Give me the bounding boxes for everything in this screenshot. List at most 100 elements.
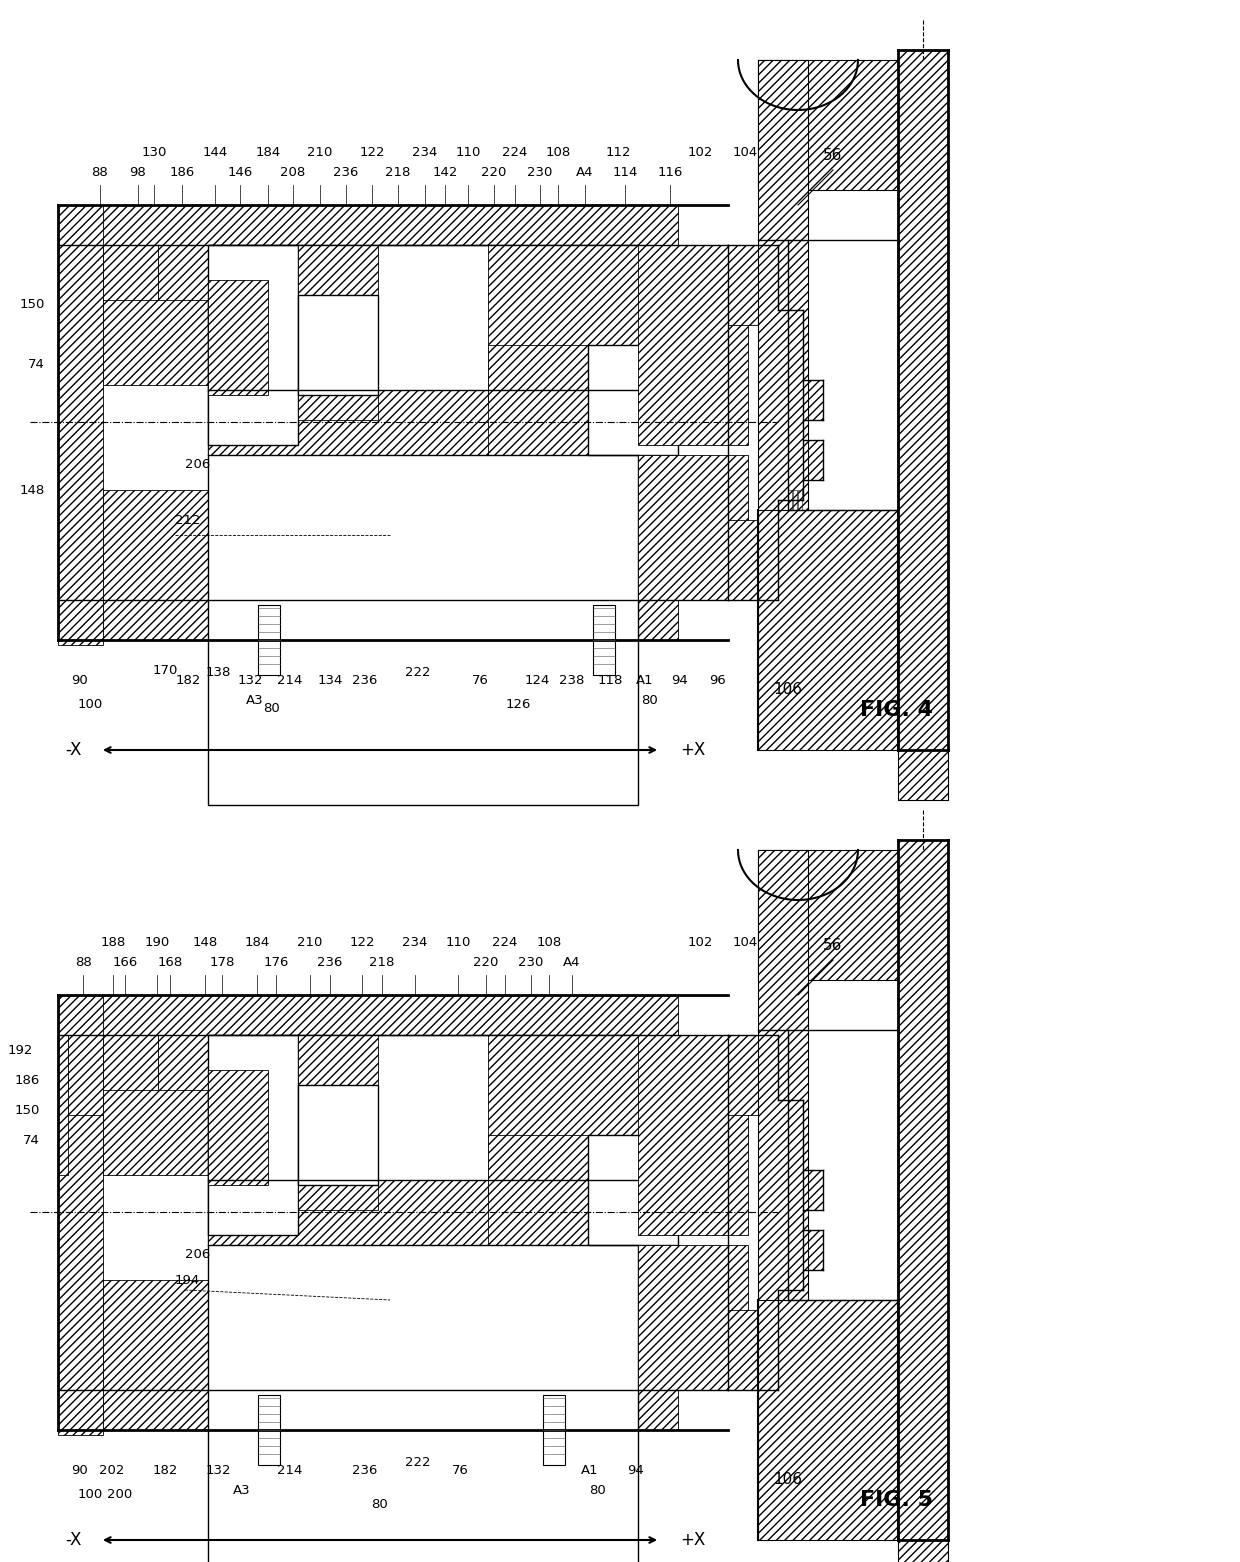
Bar <box>593 604 615 675</box>
Text: 210: 210 <box>298 937 322 950</box>
Bar <box>898 50 949 800</box>
Bar <box>103 1036 208 1175</box>
Text: 80: 80 <box>590 1484 606 1496</box>
Text: 218: 218 <box>370 956 394 970</box>
Text: 218: 218 <box>386 167 410 180</box>
Text: 94: 94 <box>626 1464 644 1476</box>
Text: 192: 192 <box>7 1043 33 1056</box>
Text: 74: 74 <box>24 1134 40 1147</box>
Bar <box>758 1300 898 1540</box>
Text: 230: 230 <box>527 167 553 180</box>
Text: 184: 184 <box>255 147 280 159</box>
Bar <box>103 1036 157 1090</box>
Text: 98: 98 <box>130 167 146 180</box>
Text: 130: 130 <box>141 147 166 159</box>
Text: 74: 74 <box>29 359 45 372</box>
Text: 220: 220 <box>481 167 507 180</box>
Text: 234: 234 <box>413 147 438 159</box>
Bar <box>58 995 103 1435</box>
Bar <box>787 490 792 511</box>
Text: 104: 104 <box>733 147 758 159</box>
Bar <box>639 455 748 600</box>
Text: 208: 208 <box>280 167 305 180</box>
Bar <box>208 1036 639 1562</box>
Bar <box>588 1136 678 1245</box>
Bar <box>804 1229 823 1270</box>
Bar <box>804 1170 823 1211</box>
Text: FIG. 5: FIG. 5 <box>861 1490 932 1510</box>
Bar <box>298 1036 378 1211</box>
Bar <box>804 440 823 480</box>
Bar <box>777 245 808 316</box>
Bar <box>58 995 678 1036</box>
Text: 106: 106 <box>774 1473 802 1487</box>
Text: 236: 236 <box>317 956 342 970</box>
Bar <box>639 245 748 445</box>
Text: 202: 202 <box>99 1464 125 1476</box>
Text: 184: 184 <box>244 937 269 950</box>
Text: 236: 236 <box>352 673 378 687</box>
Text: 230: 230 <box>518 956 543 970</box>
Bar <box>208 1070 268 1186</box>
Bar <box>208 390 639 455</box>
Text: 116: 116 <box>657 167 683 180</box>
Bar <box>639 1036 748 1236</box>
Text: 122: 122 <box>360 147 384 159</box>
Text: 124: 124 <box>525 673 549 687</box>
Text: 56: 56 <box>823 937 843 953</box>
Text: A3: A3 <box>233 1484 250 1496</box>
Text: 90: 90 <box>72 673 88 687</box>
Text: 112: 112 <box>605 147 631 159</box>
Text: 102: 102 <box>687 937 713 950</box>
Text: 212: 212 <box>175 514 201 526</box>
Text: 76: 76 <box>451 1464 469 1476</box>
Text: 220: 220 <box>474 956 498 970</box>
Text: 142: 142 <box>433 167 458 180</box>
Text: 108: 108 <box>537 937 562 950</box>
Text: 90: 90 <box>72 1464 88 1476</box>
Bar <box>758 59 808 561</box>
Text: 176: 176 <box>263 956 289 970</box>
Bar <box>103 245 157 300</box>
Bar <box>728 1036 777 1115</box>
Text: 56: 56 <box>823 147 843 162</box>
Text: A1: A1 <box>582 1464 599 1476</box>
Text: 94: 94 <box>672 673 688 687</box>
Text: 210: 210 <box>308 147 332 159</box>
Bar <box>804 380 823 420</box>
Text: 96: 96 <box>709 673 727 687</box>
Bar <box>489 1036 678 1195</box>
Bar <box>258 604 280 675</box>
Text: 132: 132 <box>237 673 263 687</box>
Text: 80: 80 <box>372 1498 388 1512</box>
Bar <box>103 1279 208 1429</box>
Bar <box>777 1320 808 1390</box>
Bar <box>777 530 808 600</box>
Text: 134: 134 <box>317 673 342 687</box>
Bar <box>794 490 797 511</box>
Text: 118: 118 <box>598 673 622 687</box>
Bar <box>68 1036 103 1115</box>
Bar <box>208 1036 298 1236</box>
Text: 234: 234 <box>402 937 428 950</box>
Bar <box>777 1036 808 1104</box>
Text: 132: 132 <box>206 1464 231 1476</box>
Bar <box>258 1395 280 1465</box>
Bar <box>58 1390 678 1429</box>
Text: 206: 206 <box>185 1248 211 1262</box>
Bar <box>208 280 268 395</box>
Text: 236: 236 <box>334 167 358 180</box>
Bar <box>58 205 103 645</box>
Text: -X: -X <box>66 1531 82 1550</box>
Text: 88: 88 <box>74 956 92 970</box>
Text: 110: 110 <box>445 937 471 950</box>
Text: 214: 214 <box>278 673 303 687</box>
Text: A3: A3 <box>247 694 264 706</box>
Text: 104: 104 <box>733 937 758 950</box>
Text: 76: 76 <box>471 673 489 687</box>
Text: 102: 102 <box>687 147 713 159</box>
Text: 80: 80 <box>264 701 280 714</box>
Bar <box>103 490 208 640</box>
Text: 222: 222 <box>405 665 430 678</box>
Text: 178: 178 <box>210 956 234 970</box>
